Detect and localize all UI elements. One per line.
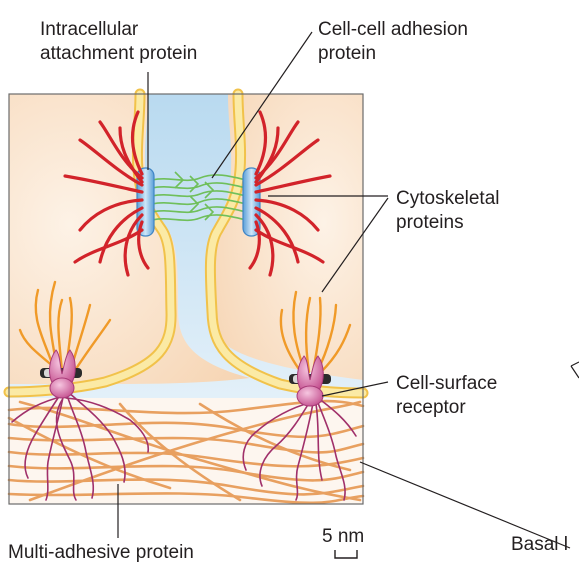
basal-leader: [359, 461, 571, 549]
multi-adhesive-proteins: [11, 391, 357, 501]
label-scale: 5 nm: [322, 526, 364, 547]
label-multi-adhesive: Multi-adhesive protein: [8, 542, 194, 563]
label-receptor-line1: Cell-surface: [396, 373, 497, 394]
label-receptor-line2: receptor: [396, 397, 466, 418]
label-cytoskeletal-line2: proteins: [396, 212, 464, 233]
label-intracellular-line1: Intracellular: [40, 19, 139, 40]
scale-bar: [334, 550, 358, 559]
label-adhesion-line2: protein: [318, 43, 376, 64]
right-cell-surface-receptor: [296, 355, 324, 407]
cytoskeletal-leader-b: [321, 197, 389, 293]
diagram-frame: [8, 93, 364, 505]
adhesion-leader: [211, 31, 313, 179]
right-cytoskeletal-filaments: [248, 110, 332, 277]
receptor-leader: [321, 381, 389, 397]
label-intracellular-line2: attachment protein: [40, 43, 197, 64]
left-cytoskeletal-filaments: [63, 110, 150, 277]
cell-cell-adhesion-proteins: [151, 171, 247, 222]
label-basal: Basal l: [511, 534, 568, 555]
left-cell-surface-receptor: [49, 349, 76, 399]
label-cytoskeletal-line1: Cytoskeletal: [396, 188, 500, 209]
left-cell: [9, 94, 250, 384]
label-adhesion-line1: Cell-cell adhesion: [318, 19, 468, 40]
corner-mark: [570, 361, 579, 379]
